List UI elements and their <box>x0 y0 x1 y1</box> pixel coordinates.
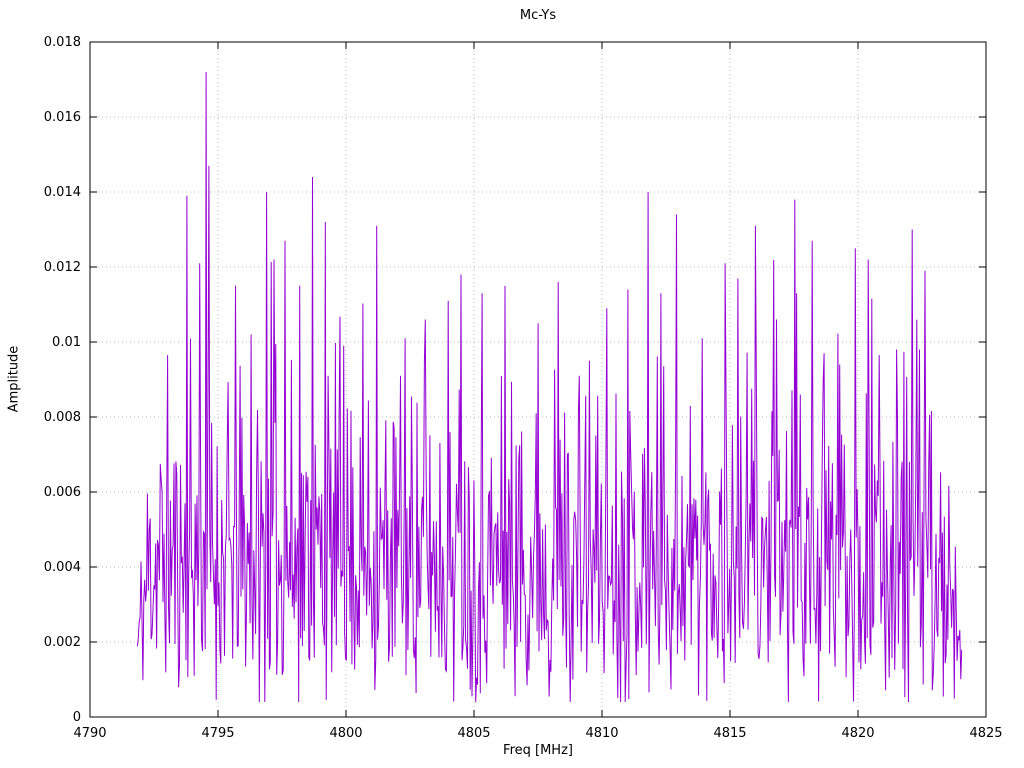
y-tick-label: 0 <box>73 710 81 725</box>
plot-border <box>89 41 987 718</box>
y-tick-label: 0.014 <box>44 185 81 200</box>
spectrum-line <box>136 71 963 703</box>
y-tick-label: 0.002 <box>44 635 81 650</box>
x-tick-label: 4790 <box>73 726 106 741</box>
y-tick-label: 0.004 <box>44 560 81 575</box>
y-tick-label: 0.01 <box>52 335 81 350</box>
y-tick-label: 0.018 <box>44 35 81 50</box>
y-axis-label: Amplitude <box>6 345 22 413</box>
x-tick-label: 4815 <box>713 726 746 741</box>
y-tick-label: 0.016 <box>44 110 81 125</box>
x-tick-label: 4795 <box>201 726 234 741</box>
x-tick-label: 4805 <box>457 726 490 741</box>
y-tick-label: 0.012 <box>44 260 81 275</box>
x-tick-label: 4825 <box>969 726 1002 741</box>
x-tick-label: 4810 <box>585 726 618 741</box>
x-axis-label: Freq [MHz] <box>503 743 573 758</box>
chart-title: Mc-Ys <box>519 8 557 23</box>
y-tick-label: 0.008 <box>44 410 81 425</box>
y-tick-label: 0.006 <box>44 485 81 500</box>
x-tick-label: 4820 <box>841 726 874 741</box>
x-tick-label: 4800 <box>329 726 362 741</box>
